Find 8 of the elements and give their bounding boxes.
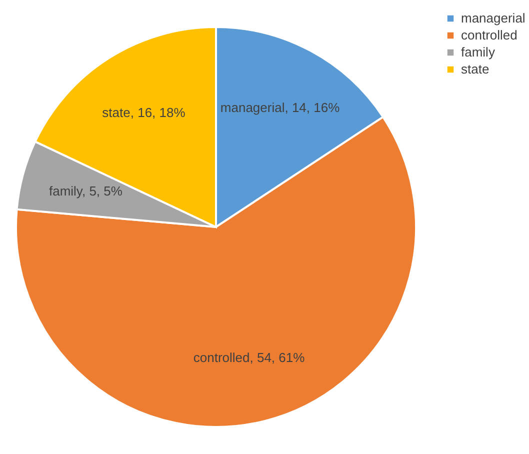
data-label: controlled, 54, 61% xyxy=(193,350,306,365)
legend-label: state xyxy=(461,62,490,76)
data-label: state, 16, 18% xyxy=(102,104,186,120)
data-label: family, 5, 5% xyxy=(48,184,123,199)
data-label: managerial, 14, 16% xyxy=(220,100,340,116)
legend-label: controlled xyxy=(461,28,518,42)
legend-label: family xyxy=(461,44,496,60)
legend-label: managerial xyxy=(461,10,526,26)
